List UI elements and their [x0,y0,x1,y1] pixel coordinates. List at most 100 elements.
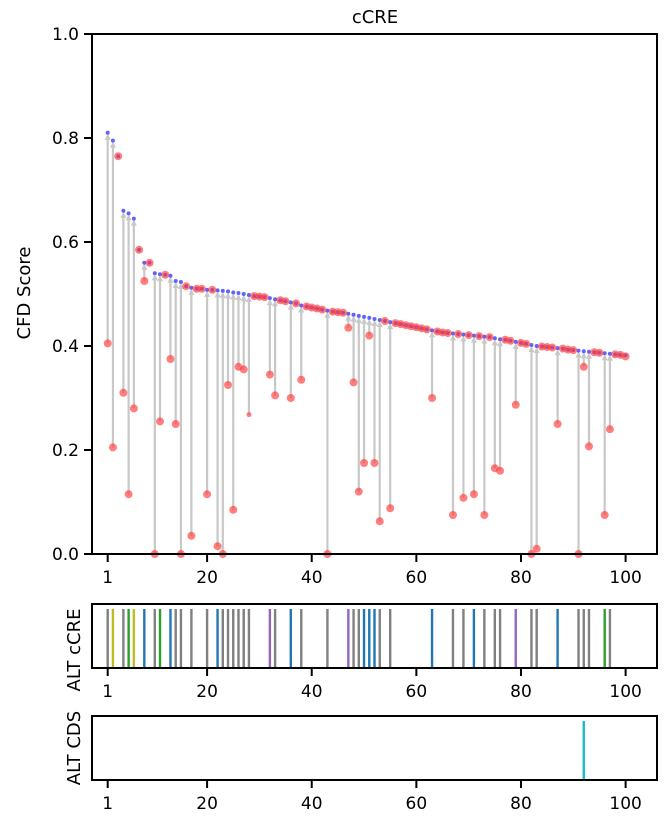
stem-arrowhead [449,334,456,341]
reference-point [126,211,131,216]
x-tick-label: 60 [406,568,428,588]
reference-point [105,130,110,135]
reference-point [168,273,173,278]
alternative-point [349,378,358,387]
x-tick-label: 80 [510,794,532,814]
reference-point [142,260,147,265]
y-tick-label: 1.0 [52,25,79,45]
x-tick-label: 100 [609,568,641,588]
stem-arrowhead [219,291,226,298]
alternative-point [365,331,374,340]
alt-cds-panel: ALT CDS 1 20 40 60 80 100 [64,711,658,814]
alternative-point [197,284,206,293]
alt-ccre-frame [91,603,658,669]
alternative-point [605,425,614,434]
reference-point [367,315,372,320]
reference-point [220,288,225,293]
main-x-ticks: 1 20 40 60 80 100 [102,554,642,588]
reference-point [461,332,466,337]
reference-point [356,313,361,318]
alt-cds-label: ALT CDS [64,711,85,785]
reference-point [110,138,115,143]
stem-arrowhead [130,219,137,226]
alternative-point [239,365,248,374]
main-plot-frame [91,33,658,555]
stem-arrowhead [109,141,116,148]
stem-arrowhead [355,316,362,323]
stem-arrowhead [120,211,127,218]
alternative-point [354,487,363,496]
alternative-point [370,459,379,467]
reference-point [121,208,126,213]
reference-point [189,285,194,290]
x-tick-label: 40 [301,568,323,588]
y-tick-label: 0.8 [52,129,79,149]
main-plot-area [103,130,630,558]
stem-arrowhead [497,340,504,347]
reference-point [236,290,241,295]
stem-arrowhead [580,352,587,359]
alt-ccre-label: ALT cCRE [64,609,85,692]
stem-arrowhead [230,293,237,300]
stem-arrowhead [512,342,519,349]
x-tick-label: 40 [301,682,323,702]
alternative-point [114,152,123,161]
alternative-point [292,299,301,308]
reference-point [288,300,293,305]
alternative-point [569,346,578,355]
alternative-point [119,388,128,397]
stem-arrowhead [491,339,498,346]
reference-point [450,331,455,336]
stem-arrowhead [585,352,592,359]
reference-point [586,349,591,354]
reference-point [226,289,231,294]
alternative-point [260,293,269,302]
alternative-point [140,277,149,285]
alternative-point [595,348,604,357]
stem-arrowhead [601,354,608,361]
reference-point [273,297,278,302]
stem-arrowhead [366,318,373,325]
reference-point [205,287,210,292]
alternative-point [548,343,557,352]
stem-arrowhead [460,335,467,342]
alternative-point [145,258,154,267]
stem-arrowhead [533,347,540,353]
alternative-point [344,323,353,332]
alternative-point [600,511,609,519]
alternative-point [621,352,630,361]
alternative-point [265,370,274,379]
x-tick-label: 100 [609,794,641,814]
alternative-point [422,325,431,334]
stem-arrowhead [172,282,179,288]
alternative-point [454,330,463,339]
alternative-point [506,336,515,345]
stem-arrowhead [204,290,211,297]
reference-point [607,351,612,356]
reference-point [529,342,534,347]
stem-arrowhead [345,314,352,321]
reference-point [231,290,236,295]
x-tick-label: 1 [102,568,113,588]
alternative-point [532,544,541,553]
reference-point [131,216,136,221]
alternative-point [124,490,133,499]
alternative-point [156,417,165,426]
alt-cds-frame [91,715,658,781]
alternative-point [428,394,437,402]
y-tick-label: 0.0 [52,545,79,565]
alt-ccre-x-ticks: 1 20 40 60 80 100 [102,668,642,702]
reference-point [246,293,251,298]
stem-arrowhead [376,321,383,327]
alternative-point [103,339,112,348]
alternative-point [246,412,252,418]
stem-arrowhead [324,311,331,318]
y-axis-label: CFD Score [14,247,35,340]
reference-point [377,318,382,322]
stem-arrowhead [235,293,242,300]
stem-arrowhead [245,296,252,303]
y-tick-label: 0.6 [52,233,79,253]
alternative-point [480,511,489,519]
stem-arrowhead [470,336,477,343]
stem-arrowhead [167,276,174,283]
